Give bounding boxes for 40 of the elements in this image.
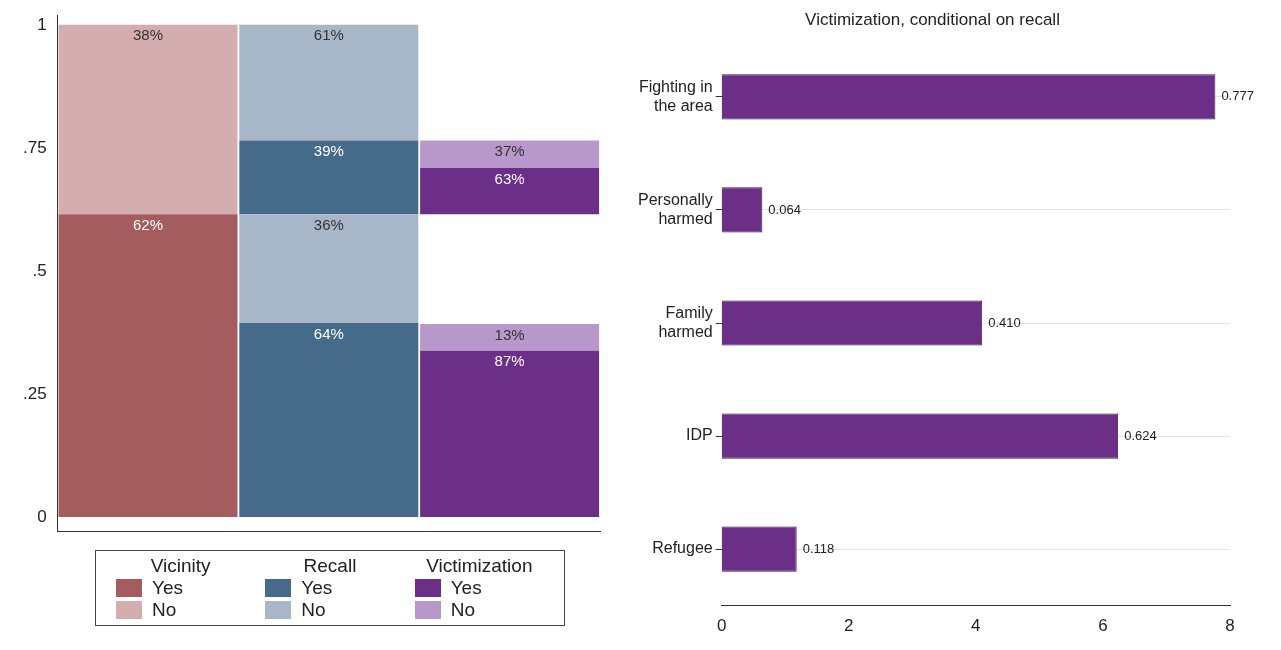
annotation: 38% bbox=[133, 26, 164, 44]
x-tick-label: 4 bbox=[971, 616, 981, 636]
annotation: 0.624 bbox=[1124, 427, 1157, 443]
x-tick-label: 2 bbox=[844, 616, 854, 636]
annotation: 39% bbox=[313, 142, 344, 160]
y-tick-label: IDP bbox=[686, 426, 713, 444]
annotation: 0.410 bbox=[988, 314, 1021, 330]
legend-label: No bbox=[301, 599, 326, 621]
annotation: 36% bbox=[313, 215, 344, 233]
annotation: 63% bbox=[494, 169, 525, 187]
annotation: 0.777 bbox=[1221, 88, 1254, 104]
y-tick-label: Personally harmed bbox=[638, 190, 713, 227]
category-label: Vicinity bbox=[150, 555, 211, 576]
annotation: 61% bbox=[313, 26, 344, 44]
y-tick-label: Family harmed bbox=[658, 303, 713, 341]
y-tick-label: Fighting in the area bbox=[638, 77, 713, 114]
annotation: 64% bbox=[313, 324, 344, 342]
annotation: 0.064 bbox=[768, 201, 801, 217]
legend-label: Yes bbox=[152, 577, 183, 599]
y-tick-label: 0 bbox=[37, 506, 47, 526]
y-tick-label: .25 bbox=[22, 383, 47, 403]
annotation: 0.118 bbox=[802, 540, 835, 556]
y-tick-label: 1 bbox=[37, 14, 47, 34]
x-tick-label: 6 bbox=[1098, 616, 1108, 636]
y-tick-label: .75 bbox=[22, 137, 47, 157]
x-tick-label: 0 bbox=[716, 616, 727, 636]
legend-label: No bbox=[152, 599, 177, 621]
annotation: 13% bbox=[494, 325, 525, 343]
legend-label: Yes bbox=[450, 577, 482, 599]
y-tick-label: .5 bbox=[32, 260, 47, 280]
category-label: Victimization bbox=[426, 555, 533, 576]
annotation: 87% bbox=[494, 352, 525, 370]
x-tick-label: 8 bbox=[1225, 616, 1235, 636]
category-label: Recall bbox=[303, 555, 357, 576]
annotation: 62% bbox=[133, 215, 164, 233]
y-tick-label: Refugee bbox=[652, 539, 713, 557]
legend-label: Yes bbox=[301, 577, 333, 599]
legend-label: No bbox=[450, 599, 475, 621]
chart-title: Victimization, conditional on recall bbox=[805, 9, 1060, 29]
annotation: 37% bbox=[494, 142, 525, 160]
